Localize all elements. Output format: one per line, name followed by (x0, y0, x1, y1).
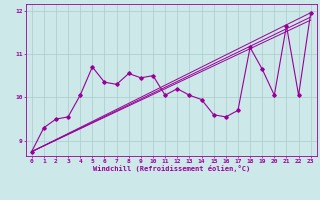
X-axis label: Windchill (Refroidissement éolien,°C): Windchill (Refroidissement éolien,°C) (92, 165, 250, 172)
